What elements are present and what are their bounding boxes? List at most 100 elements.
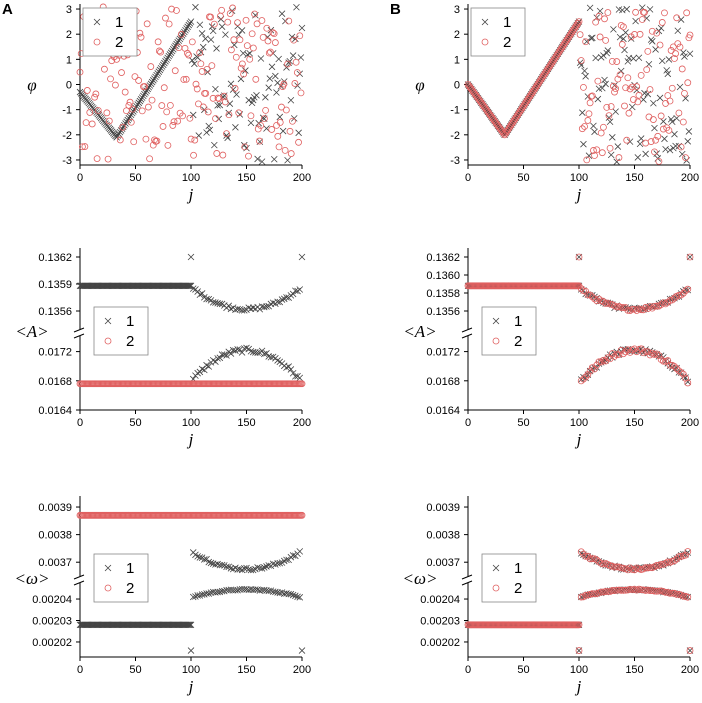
data-point: [223, 130, 230, 138]
data-point: [196, 21, 204, 29]
y-tick-label: -3: [450, 155, 460, 167]
data-point: [591, 590, 598, 598]
y-tick-label: 1: [454, 54, 460, 66]
data-point: [212, 299, 219, 306]
data-point: [635, 54, 643, 62]
data-point: [666, 146, 674, 154]
data-point: [652, 46, 659, 53]
data-point: [662, 145, 669, 153]
data-point: [578, 125, 586, 133]
data-point: [112, 81, 119, 89]
data-point: [155, 47, 163, 55]
data-point: [283, 364, 290, 371]
data-point: [662, 300, 669, 308]
y-tick-label: 0.0168: [426, 376, 460, 388]
data-point: [620, 350, 627, 358]
data-point: [79, 143, 86, 151]
data-point: [247, 347, 255, 355]
data-point: [260, 115, 268, 123]
data-point: [233, 91, 240, 98]
data-point: [93, 155, 101, 162]
data-point: [682, 287, 689, 295]
data-point: [76, 68, 84, 76]
data-point: [527, 90, 535, 98]
data-point: [634, 154, 642, 161]
data-point: [675, 109, 683, 117]
data-point: [531, 85, 538, 93]
data-point: [224, 134, 231, 142]
data-point: [121, 121, 128, 129]
y-tick-label: 0.00203: [420, 616, 460, 628]
data-point: [101, 65, 108, 73]
data-point: [500, 129, 507, 137]
data-point: [608, 587, 616, 594]
data-point: [239, 49, 247, 57]
data-point: [639, 306, 647, 314]
data-point: [196, 554, 204, 561]
x-tick-label: 150: [237, 417, 255, 429]
chart-b-omega: 0 50 100 150 200 j <ω> 0.0039 0.0038 0.0037 0.0020…: [403, 496, 699, 696]
data-point: [666, 97, 674, 105]
data-point: [619, 6, 626, 14]
data-point: [612, 85, 620, 93]
data-point: [155, 68, 163, 75]
data-point: [279, 127, 287, 135]
data-point: [207, 36, 215, 43]
data-point: [647, 138, 655, 145]
y-tick-label: 0.1358: [426, 288, 460, 300]
data-point: [161, 59, 168, 67]
data-point: [169, 45, 177, 53]
y-tick-label: 0.0172: [38, 347, 72, 359]
data-point: [642, 348, 649, 356]
data-point: [624, 74, 632, 82]
data-point: [524, 95, 532, 103]
data-point: [189, 593, 197, 601]
data-point: [241, 143, 249, 151]
data-point: [196, 592, 204, 599]
data-point: [253, 20, 261, 28]
data-point: [541, 70, 548, 78]
data-point: [246, 55, 254, 63]
data-point: [657, 24, 665, 32]
data-point: [597, 129, 605, 137]
data-point: [631, 31, 638, 38]
data-point: [221, 351, 228, 359]
data-point: [205, 558, 213, 566]
data-point: [290, 36, 298, 44]
data-point: [577, 377, 585, 385]
data-point: [580, 83, 587, 91]
data-point: [684, 79, 692, 87]
data-point: [103, 109, 111, 117]
data-point: [228, 46, 235, 54]
data-point: [655, 587, 663, 595]
data-point: [650, 99, 657, 107]
data-point: [135, 77, 143, 84]
data-point: [272, 72, 279, 80]
data-point: [591, 128, 598, 136]
data-point: [294, 82, 301, 89]
data-point: [648, 304, 656, 312]
y-tick-label: 0.0038: [426, 530, 460, 542]
x-tick-label: 0: [77, 172, 83, 184]
y-tick-label: 0.1356: [426, 306, 460, 318]
y-tick-label: 2: [66, 29, 72, 41]
data-point: [536, 77, 544, 85]
data-point: [574, 19, 582, 27]
legend-label: 2: [126, 580, 134, 597]
data-point: [594, 95, 602, 103]
data-point: [615, 586, 623, 594]
data-point: [190, 151, 197, 159]
data-point: [621, 102, 628, 110]
data-point: [295, 138, 302, 146]
data-point: [624, 306, 632, 314]
data-point: [223, 352, 230, 359]
data-point: [131, 106, 138, 113]
data-point: [187, 621, 195, 629]
y-axis-label: φ: [27, 76, 36, 95]
data-point: [653, 587, 661, 595]
data-point: [269, 299, 277, 307]
data-point: [565, 33, 573, 41]
data-point: [657, 301, 665, 308]
data-point: [274, 357, 281, 364]
